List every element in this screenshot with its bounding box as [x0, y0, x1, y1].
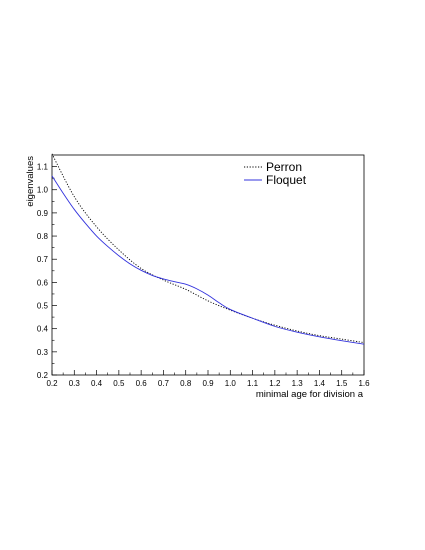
legend-label-floquet: Floquet: [266, 173, 307, 187]
x-tick-label: 1.3: [292, 379, 304, 388]
y-tick-label: 0.7: [37, 255, 49, 264]
legend-label-perron: Perron: [266, 160, 302, 174]
y-tick-label: 0.8: [37, 232, 49, 241]
x-tick-label: 0.3: [69, 379, 81, 388]
x-tick-label: 0.6: [136, 379, 148, 388]
x-tick-label: 0.5: [113, 379, 125, 388]
x-tick-label: 0.9: [202, 379, 214, 388]
y-tick-label: 0.6: [37, 278, 49, 287]
x-tick-label: 1.4: [314, 379, 326, 388]
y-tick-label: 0.4: [37, 325, 49, 334]
y-tick-label: 1.1: [37, 163, 49, 172]
x-tick-label: 1.1: [247, 379, 259, 388]
x-tick-label: 1.5: [336, 379, 348, 388]
y-tick-label: 0.2: [37, 371, 49, 380]
x-tick-label: 1.6: [358, 379, 370, 388]
x-tick-label: 1.2: [269, 379, 281, 388]
x-tick-label: 0.8: [180, 379, 192, 388]
y-tick-label: 0.5: [37, 302, 49, 311]
y-tick-label: 1.0: [37, 186, 49, 195]
x-tick-label: 0.4: [91, 379, 103, 388]
y-axis-label: eigenvalues: [25, 156, 36, 207]
x-tick-label: 0.7: [158, 379, 170, 388]
plot-frame: [51, 154, 365, 376]
series-layer: [51, 153, 365, 345]
series-line-perron: [51, 153, 365, 344]
series-line-floquet: [51, 175, 365, 345]
x-axis-ticks: 0.2 0.3 0.4 0.5 0.6 0.7 0.8 0.9 1.0 1.1 1.2 1.3 1.4 1…: [46, 370, 370, 388]
x-tick-label: 1.0: [225, 379, 237, 388]
x-tick-label: 0.2: [46, 379, 58, 388]
y-tick-label: 0.3: [37, 348, 49, 357]
y-tick-label: 0.9: [37, 209, 49, 218]
x-axis-label: minimal age for division a: [256, 389, 364, 400]
y-axis-ticks: 0.2 0.3 0.4 0.5 0.6 0.7 0.8 0.9 1.0 1.1: [37, 163, 57, 380]
